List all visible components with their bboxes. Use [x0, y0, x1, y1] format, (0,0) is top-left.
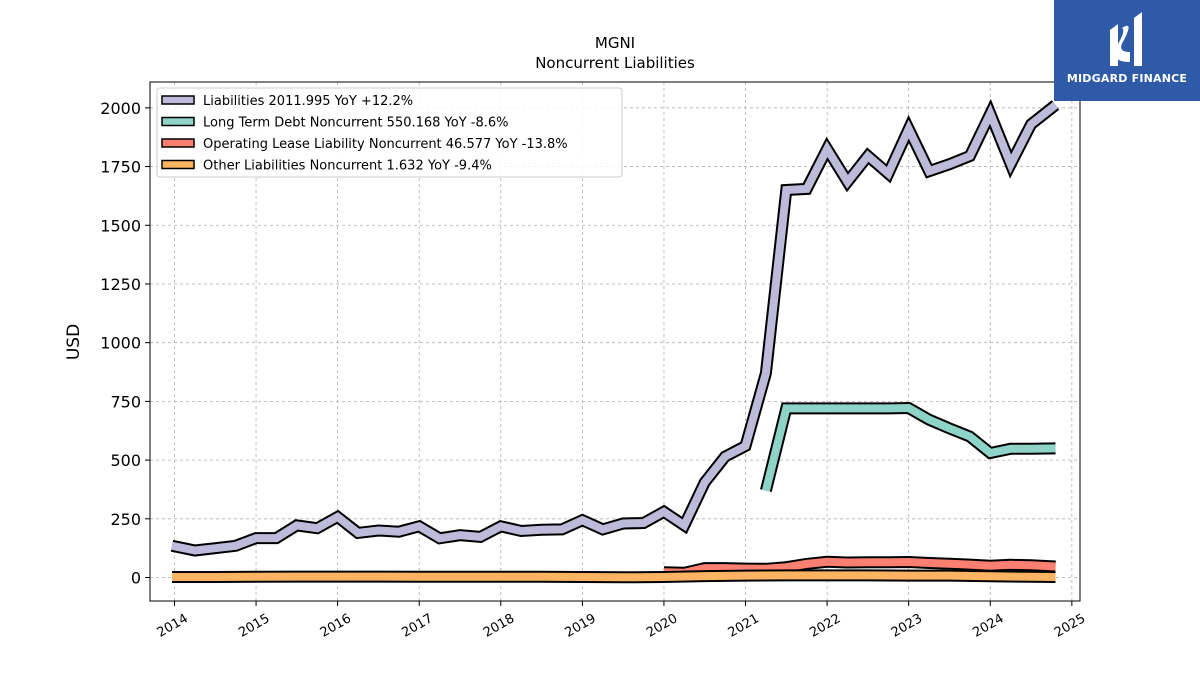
y-tick-label: 500 [110, 451, 141, 470]
y-tick-label: 1000 [100, 334, 141, 353]
y-tick-label: 1250 [100, 275, 141, 294]
x-tick-label: 2020 [644, 611, 680, 641]
legend-swatch-3 [161, 159, 195, 170]
logo-mark-icon [1110, 12, 1142, 66]
x-tick-label: 2018 [481, 611, 517, 641]
y-tick-label: 1500 [100, 216, 141, 235]
x-tick-label: 2023 [889, 611, 925, 641]
legend: Liabilities 2011.995 YoY +12.2% Long Term… [156, 87, 623, 178]
legend-label-0: Liabilities 2011.995 YoY +12.2% [203, 94, 413, 109]
y-tick-label: 250 [110, 510, 141, 529]
x-tick-label: 2015 [236, 611, 272, 641]
chart-subtitle: Noncurrent Liabilities [535, 54, 695, 72]
x-tick-label: 2021 [726, 611, 762, 641]
series-line-3 [172, 571, 1056, 582]
series-line-2 [663, 557, 1056, 577]
series-line-1 [762, 403, 1056, 492]
x-tick-label: 2017 [399, 611, 435, 641]
legend-swatch-2 [161, 138, 195, 148]
plot-frame [149, 81, 1081, 602]
y-tick-label: 750 [110, 392, 141, 411]
midgard-finance-logo: MIDGARD FINANCE [1054, 0, 1200, 101]
logo-text: MIDGARD FINANCE [1066, 72, 1188, 85]
legend-label-3: Other Liabilities Noncurrent 1.632 YoY -… [203, 159, 492, 174]
series-layer [170, 98, 1060, 584]
chart-title: MGNI [595, 34, 635, 52]
x-tick-label: 2016 [318, 611, 354, 641]
legend-box [156, 87, 623, 178]
x-tick-label: 2024 [970, 611, 1006, 641]
y-tick-label: 1750 [100, 158, 141, 177]
x-tick-label: 2014 [155, 611, 191, 641]
series-line-0 [171, 101, 1058, 555]
legend-label-1: Long Term Debt Noncurrent 550.168 YoY -8… [203, 116, 509, 131]
legend-swatch-0 [161, 95, 195, 105]
y-tick-label: 0 [131, 569, 141, 588]
x-tick-label: 2022 [807, 611, 843, 641]
x-tick-label: 2019 [563, 611, 599, 641]
legend-swatch-1 [161, 116, 195, 127]
x-tick-label: 2025 [1052, 611, 1088, 641]
legend-label-2: Operating Lease Liability Noncurrent 46.… [203, 137, 568, 152]
y-axis-label: USD [64, 324, 84, 360]
y-tick-label: 2000 [100, 99, 141, 118]
